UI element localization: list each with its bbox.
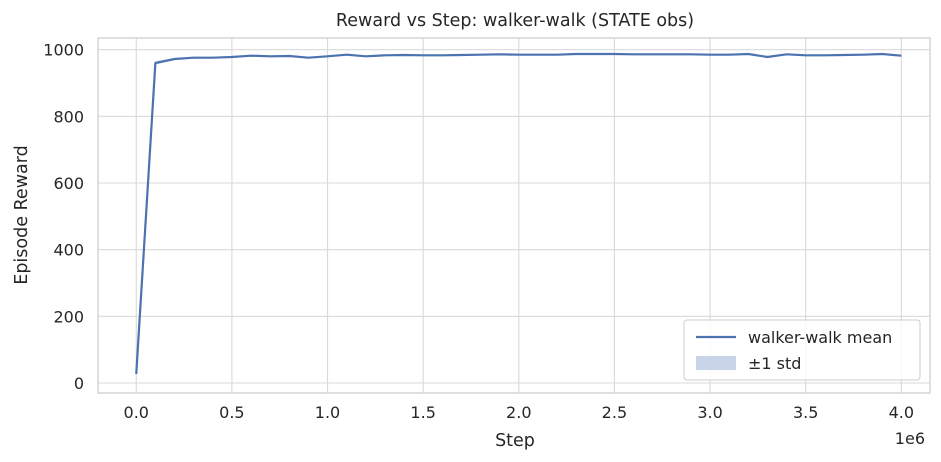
mean-line-series — [135, 52, 902, 375]
x-tick-labels: 0.0 0.5 1.0 1.5 2.0 2.5 3.0 3.5 4.0 — [124, 403, 915, 422]
legend-entry-std: ±1 std — [748, 354, 801, 373]
x-tick-label: 3.0 — [697, 403, 722, 422]
y-tick-label: 400 — [53, 241, 84, 260]
y-axis-label: Episode Reward — [12, 145, 32, 284]
y-tick-label: 0 — [74, 374, 84, 393]
y-tick-label: 800 — [53, 107, 84, 126]
y-tick-label: 1000 — [43, 41, 84, 60]
x-tick-label: 2.5 — [602, 403, 627, 422]
mean-line-layer — [135, 52, 902, 375]
chart-title: Reward vs Step: walker-walk (STATE obs) — [336, 11, 694, 31]
x-tick-label: 4.0 — [889, 403, 914, 422]
x-axis-label: Step — [495, 431, 535, 451]
legend-entry-mean: walker-walk mean — [748, 328, 892, 347]
legend-box — [683, 319, 921, 381]
x-axis-offset-label: 1e6 — [895, 429, 925, 448]
legend: walker-walk mean ±1 std — [683, 319, 921, 381]
y-tick-labels: 0 200 400 600 800 1000 — [43, 41, 84, 393]
x-tick-label: 0.0 — [124, 403, 149, 422]
x-tick-label: 0.5 — [219, 403, 244, 422]
x-tick-label: 1.5 — [410, 403, 435, 422]
x-tick-label: 2.0 — [506, 403, 531, 422]
plot-frame — [97, 37, 931, 394]
legend-band-swatch — [696, 356, 736, 370]
grid — [98, 38, 930, 393]
y-tick-label: 600 — [53, 174, 84, 193]
x-tick-label: 1.0 — [315, 403, 340, 422]
y-tick-label: 200 — [53, 307, 84, 326]
x-tick-label: 3.5 — [793, 403, 818, 422]
